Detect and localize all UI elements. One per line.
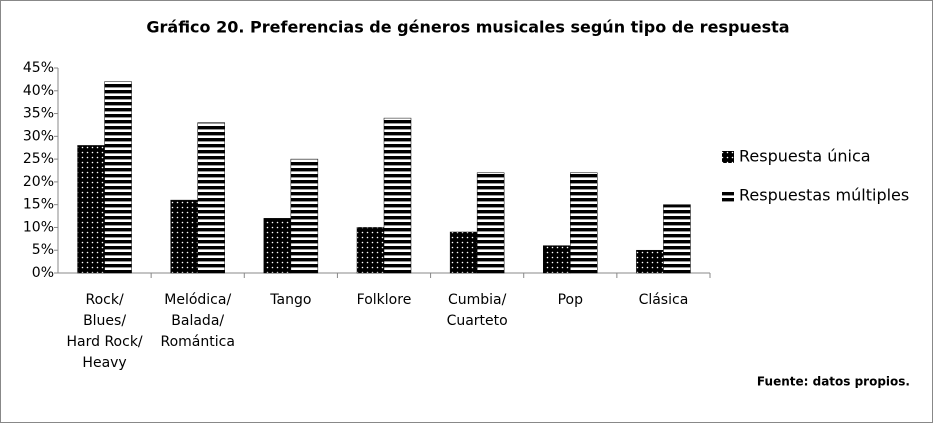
y-tick-label: 40%	[23, 83, 54, 99]
x-tick-label: Melódica/Balada/Romántica	[161, 292, 235, 350]
x-tick-label: Folklore	[357, 292, 412, 308]
legend-label: Respuestas múltiples	[739, 186, 909, 205]
y-tick-label: 10%	[23, 219, 54, 235]
bar	[170, 199, 198, 274]
x-tick-label: Pop	[558, 292, 584, 308]
legend-swatch	[722, 151, 734, 163]
legend-swatch	[722, 190, 734, 202]
y-tick-label: 15%	[23, 197, 54, 213]
y-tick-label: 5%	[32, 242, 54, 258]
bar	[77, 145, 105, 274]
bar	[476, 172, 505, 274]
y-tick-label: 35%	[23, 106, 54, 122]
bar	[104, 81, 132, 274]
bar	[383, 117, 412, 274]
bar	[356, 227, 385, 274]
bar	[543, 245, 571, 274]
bar	[290, 158, 319, 274]
y-tick-label: 30%	[23, 128, 54, 144]
x-tick-label: Clásica	[639, 292, 689, 308]
x-tick-label: Rock/Blues/Hard Rock/Heavy	[67, 292, 143, 371]
y-tick-label: 20%	[23, 174, 54, 190]
y-tick-label: 0%	[32, 265, 54, 281]
bar	[197, 122, 225, 274]
x-tick-label: Tango	[269, 292, 311, 308]
y-tick-label: 45%	[23, 60, 54, 76]
bar	[663, 204, 691, 274]
source-note: Fuente: datos propios.	[757, 375, 910, 389]
chart-title: Gráfico 20. Preferencias de géneros musi…	[146, 18, 789, 37]
legend-label: Respuesta única	[739, 147, 871, 166]
y-tick-label: 25%	[23, 151, 54, 167]
bar	[449, 231, 478, 274]
bar	[263, 218, 292, 274]
x-tick-label: Cumbia/Cuarteto	[447, 292, 508, 329]
bar	[570, 172, 598, 274]
bar	[636, 249, 664, 274]
